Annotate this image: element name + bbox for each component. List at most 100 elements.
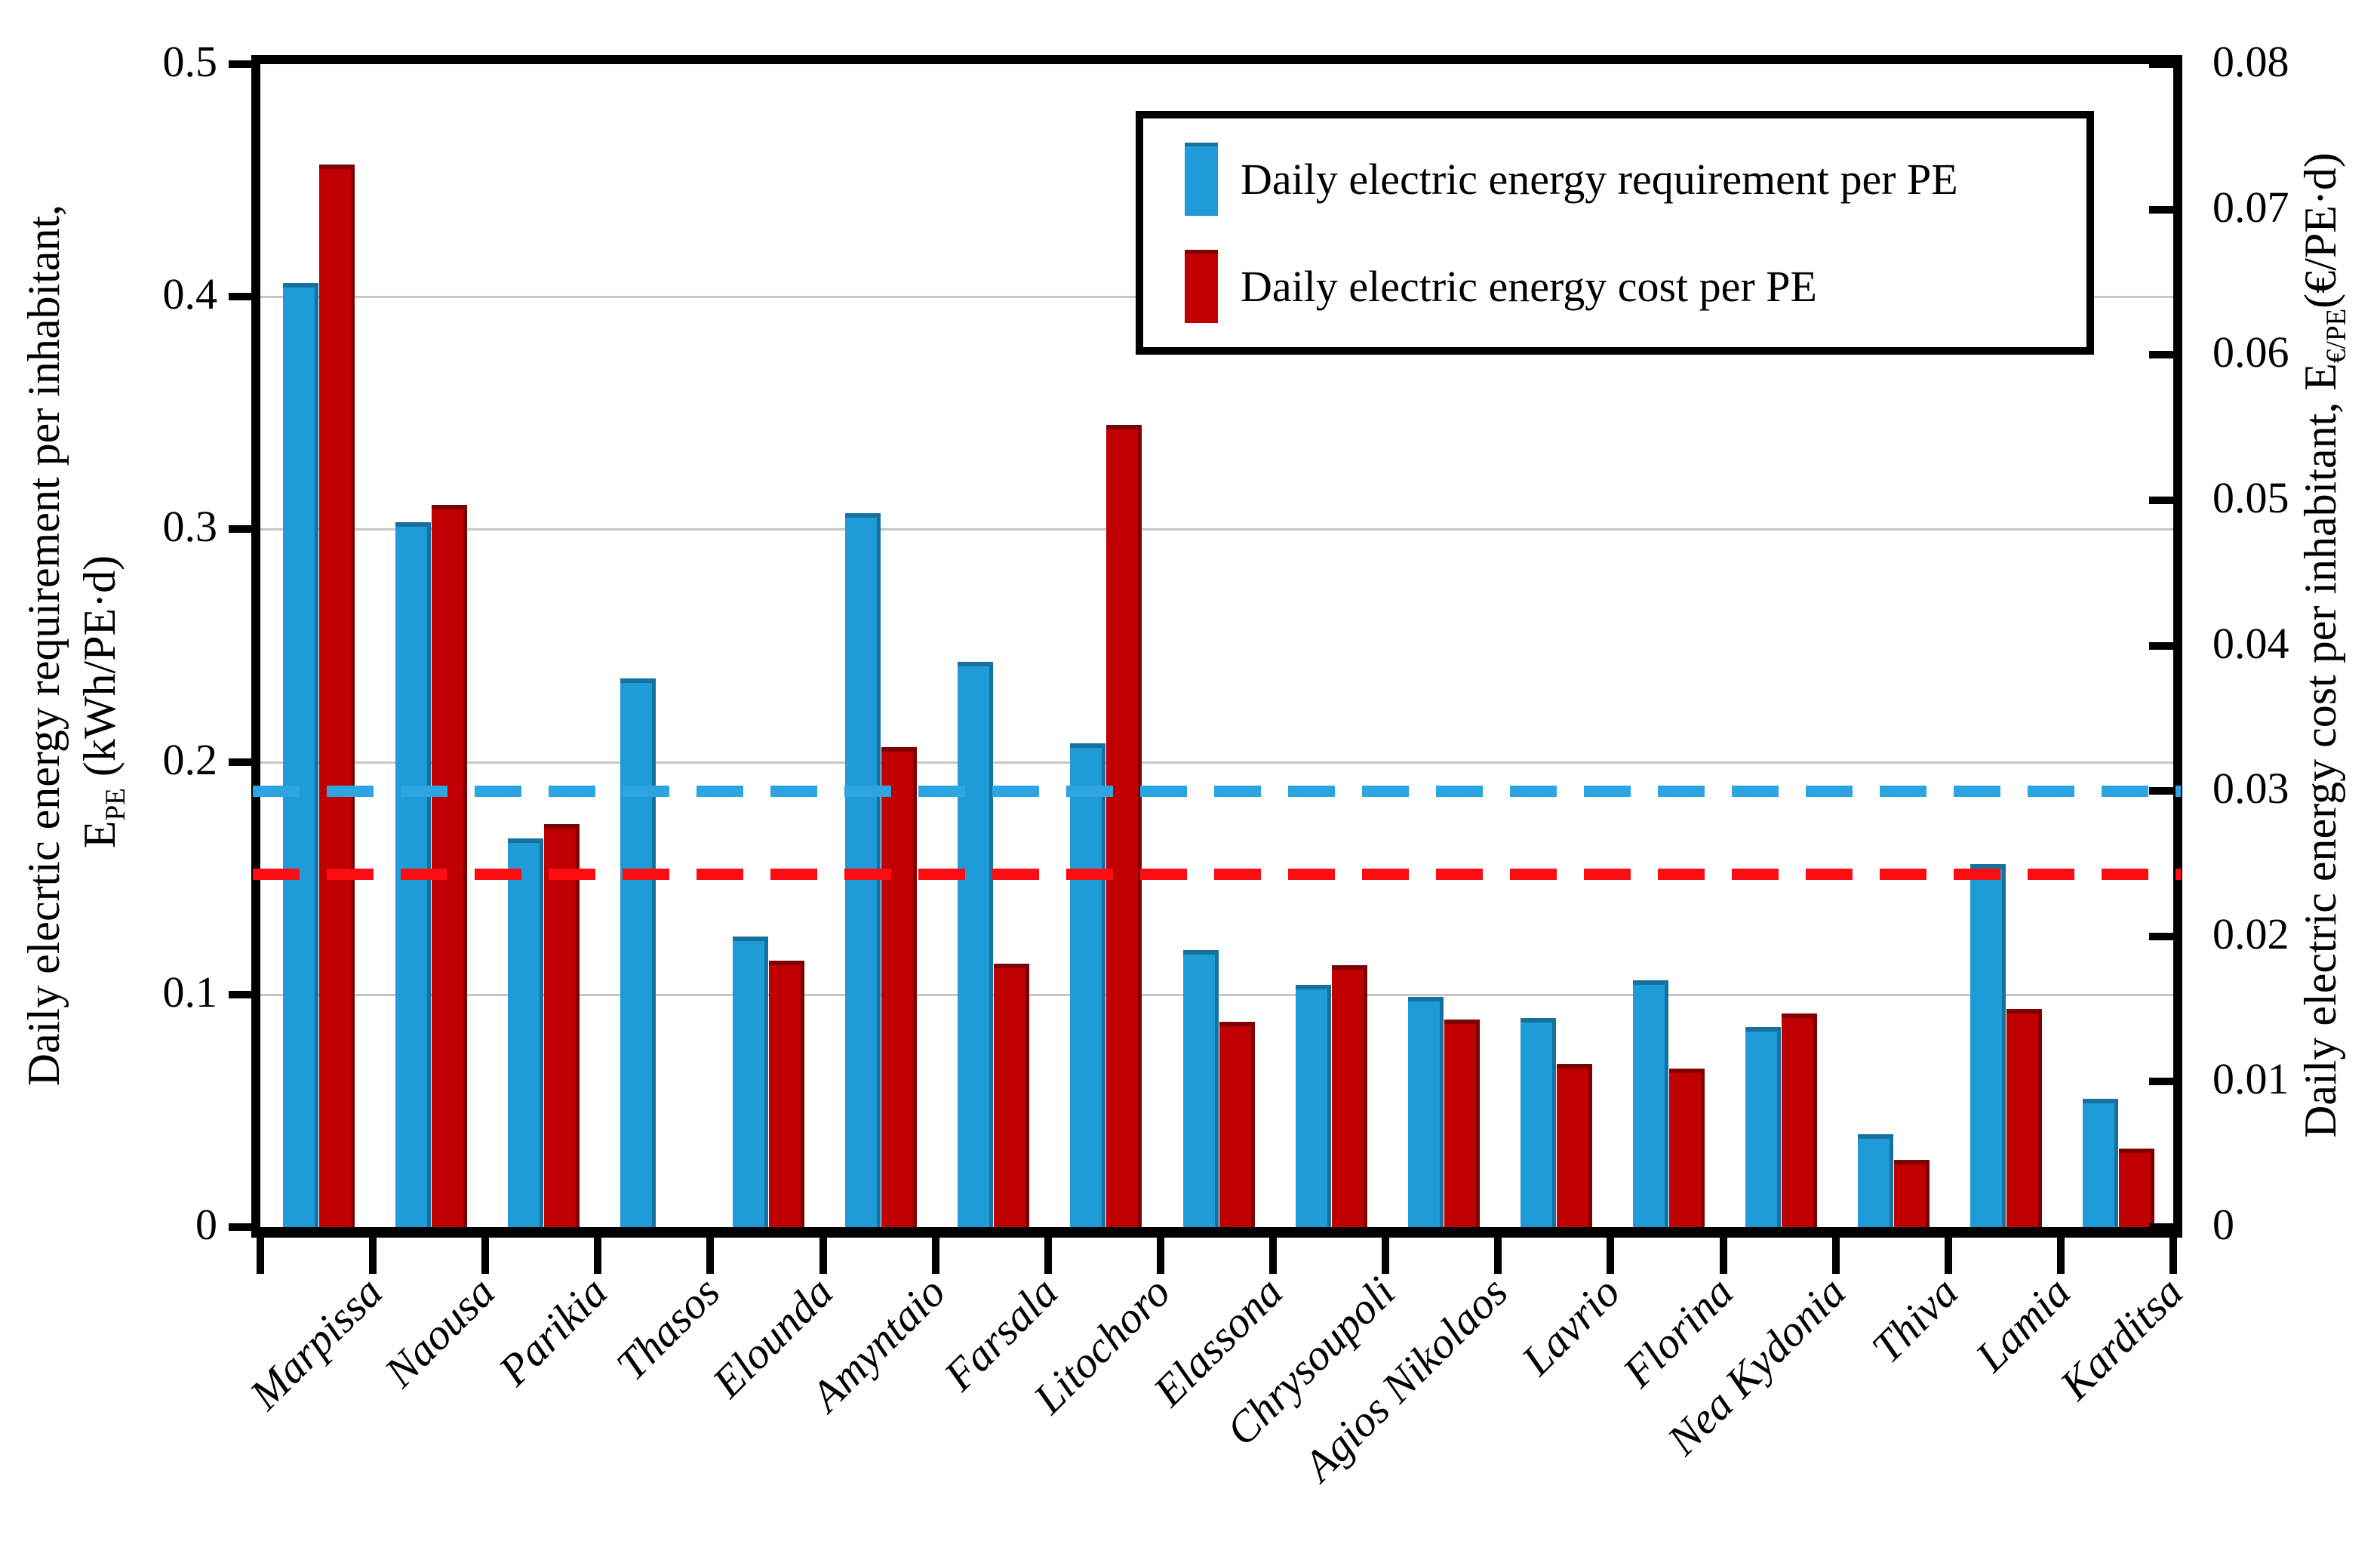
bar-requirement-litochoro bbox=[1070, 743, 1106, 1227]
y-left-tick-label: 0.5 bbox=[162, 37, 218, 86]
y-right-tick-label: 0.08 bbox=[2212, 37, 2289, 86]
y-right-tick bbox=[2149, 641, 2182, 650]
x-axis-tick bbox=[1156, 1238, 1164, 1274]
legend-box: Daily electric energy requirement per PE… bbox=[1136, 111, 2094, 355]
x-axis-tick bbox=[706, 1238, 715, 1274]
x-axis-label-parikia: Parikia bbox=[489, 1267, 617, 1395]
bar-cost-karditsa bbox=[2119, 1148, 2155, 1227]
x-axis-tick bbox=[594, 1238, 602, 1274]
x-axis-label-lavrio: Lavrio bbox=[1512, 1267, 1630, 1385]
bar-cost-chrysoupoli bbox=[1331, 965, 1367, 1227]
reference-line-average-cost bbox=[253, 868, 2181, 880]
y-right-tick bbox=[2149, 1223, 2182, 1231]
y-right-tick-label: 0.01 bbox=[2212, 1054, 2289, 1104]
y-left-tick-label: 0.3 bbox=[162, 502, 218, 552]
bar-requirement-nea-kydonia bbox=[1745, 1026, 1782, 1227]
bar-cost-farsala bbox=[994, 964, 1030, 1227]
x-axis-tick bbox=[257, 1238, 264, 1274]
bar-cost-lavrio bbox=[1556, 1064, 1592, 1227]
y-right-tick bbox=[2149, 60, 2182, 68]
y-axis-left-title-line1: Daily elecrtic energy requirement per in… bbox=[19, 204, 69, 1087]
bar-requirement-lavrio bbox=[1520, 1017, 1556, 1227]
plot-top-frame bbox=[251, 55, 2182, 64]
y-right-tick-label: 0.04 bbox=[2212, 618, 2289, 668]
bar-requirement-agios-nikolaos bbox=[1407, 996, 1444, 1227]
y-left-tick-label: 0.4 bbox=[162, 269, 218, 319]
x-axis-label-naousa: Naousa bbox=[375, 1267, 505, 1397]
y-left-tick bbox=[229, 293, 260, 301]
bar-requirement-karditsa bbox=[2083, 1099, 2119, 1227]
bar-cost-thiva bbox=[1894, 1160, 1930, 1227]
x-axis-tick bbox=[1944, 1238, 1952, 1274]
x-axis-tick bbox=[369, 1238, 377, 1274]
y-left-tick-label: 0.2 bbox=[162, 734, 218, 784]
y-right-tick-label: 0.06 bbox=[2212, 328, 2289, 377]
bar-requirement-florina bbox=[1632, 980, 1668, 1227]
x-axis-label-karditsa: Karditsa bbox=[2050, 1267, 2193, 1410]
y-right-tick bbox=[2149, 932, 2182, 940]
y-left-tick bbox=[229, 60, 260, 68]
bar-requirement-lamia bbox=[1970, 864, 2006, 1227]
bar-cost-agios-nikolaos bbox=[1444, 1019, 1480, 1227]
reference-line-average-requirement bbox=[253, 786, 2181, 798]
y-right-tick bbox=[2149, 351, 2182, 359]
bar-requirement-thiva bbox=[1858, 1133, 1894, 1227]
bar-requirement-farsala bbox=[958, 662, 994, 1227]
y-left-tick-label: 0 bbox=[195, 1200, 217, 1249]
y-right-tick-label: 0.07 bbox=[2212, 182, 2289, 232]
x-axis-line bbox=[251, 1227, 2182, 1238]
y-right-tick bbox=[2149, 496, 2182, 504]
y-left-tick bbox=[229, 758, 260, 766]
bar-cost-amyntaio bbox=[881, 747, 918, 1227]
y-left-tick bbox=[229, 525, 260, 534]
bar-cost-elassona bbox=[1219, 1022, 1255, 1227]
legend-swatch-blue-icon bbox=[1185, 143, 1218, 217]
bar-requirement-elounda bbox=[733, 936, 769, 1227]
y-axis-left-line bbox=[251, 55, 260, 1238]
x-axis-tick bbox=[2056, 1238, 2065, 1274]
bar-cost-litochoro bbox=[1106, 424, 1142, 1227]
bar-requirement-marpissa bbox=[282, 282, 318, 1227]
x-axis-tick bbox=[819, 1238, 827, 1274]
legend-swatch-red-icon bbox=[1185, 249, 1218, 323]
bar-cost-naousa bbox=[431, 504, 467, 1227]
gridline bbox=[260, 528, 2173, 531]
x-axis-tick bbox=[2169, 1238, 2177, 1274]
y-axis-left-title-line2: EPE (kWh/PE·d) bbox=[75, 555, 131, 849]
bar-requirement-chrysoupoli bbox=[1295, 985, 1331, 1227]
y-right-tick-label: 0.02 bbox=[2212, 909, 2289, 958]
bar-requirement-thasos bbox=[620, 678, 656, 1227]
y-left-tick-label: 0.1 bbox=[162, 967, 218, 1017]
legend-item-cost: Daily electric energy cost per PE bbox=[1185, 249, 2086, 323]
y-axis-right-title: Daily electric energy cost per inhabitan… bbox=[2295, 152, 2352, 1138]
legend-item-requirement: Daily electric energy requirement per PE bbox=[1185, 143, 2086, 217]
x-axis-label-marpissa: Marpissa bbox=[240, 1267, 392, 1420]
y-left-tick bbox=[229, 990, 260, 998]
bar-cost-nea-kydonia bbox=[1782, 1013, 1818, 1227]
x-axis-tick bbox=[1494, 1238, 1502, 1274]
y-left-tick bbox=[229, 1223, 260, 1231]
bar-cost-marpissa bbox=[318, 164, 355, 1227]
gridline bbox=[260, 761, 2173, 764]
legend-label-requirement: Daily electric energy requirement per PE bbox=[1241, 155, 1958, 205]
x-axis-tick bbox=[931, 1238, 939, 1274]
bar-cost-parikia bbox=[543, 824, 580, 1227]
bar-requirement-parikia bbox=[507, 838, 543, 1227]
y-right-tick-label: 0.03 bbox=[2212, 764, 2289, 814]
x-axis-tick bbox=[481, 1238, 490, 1274]
x-axis-tick bbox=[1044, 1238, 1052, 1274]
bar-requirement-elassona bbox=[1182, 950, 1219, 1227]
x-axis-label-agios-nikolaos: Agios Nikolaos bbox=[1293, 1267, 1517, 1490]
x-axis-tick bbox=[1382, 1238, 1390, 1274]
x-axis-label-thiva: Thiva bbox=[1862, 1267, 1967, 1373]
x-axis-tick bbox=[1831, 1238, 1840, 1274]
bar-cost-florina bbox=[1668, 1069, 1705, 1227]
bar-cost-lamia bbox=[2006, 1009, 2043, 1227]
x-axis-tick bbox=[1607, 1238, 1615, 1274]
x-axis-tick bbox=[1719, 1238, 1727, 1274]
y-right-tick bbox=[2149, 205, 2182, 214]
bar-cost-elounda bbox=[769, 961, 805, 1227]
x-axis-tick bbox=[1269, 1238, 1278, 1274]
y-right-tick-label: 0.05 bbox=[2212, 472, 2289, 522]
